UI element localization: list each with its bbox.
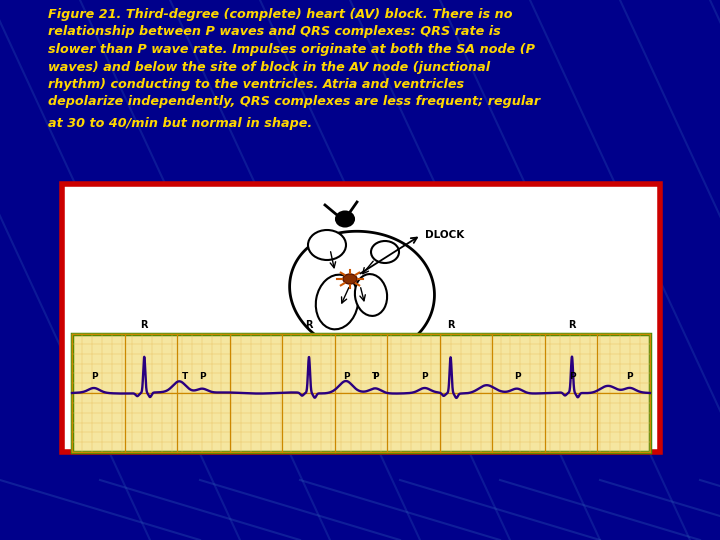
Text: DLOCK: DLOCK	[425, 230, 464, 240]
Text: R: R	[305, 320, 312, 330]
Text: P: P	[91, 372, 97, 381]
Text: P: P	[514, 372, 521, 381]
Text: Figure 21. Third-degree (complete) heart (AV) block. There is no: Figure 21. Third-degree (complete) heart…	[48, 8, 513, 21]
Text: depolarize independently, QRS complexes are less frequent; regular: depolarize independently, QRS complexes …	[48, 96, 540, 109]
Text: slower than P wave rate. Impulses originate at both the SA node (P: slower than P wave rate. Impulses origin…	[48, 43, 535, 56]
Ellipse shape	[308, 230, 346, 260]
Text: T: T	[372, 372, 379, 381]
Text: P: P	[421, 372, 428, 381]
Text: R: R	[140, 320, 148, 330]
Text: P: P	[343, 372, 350, 381]
Text: waves) and below the site of block in the AV node (junctional: waves) and below the site of block in th…	[48, 60, 490, 73]
Text: rhythm) conducting to the ventricles. Atria and ventricles: rhythm) conducting to the ventricles. At…	[48, 78, 464, 91]
Text: relationship between P waves and QRS complexes: QRS rate is: relationship between P waves and QRS com…	[48, 25, 500, 38]
Text: R: R	[568, 320, 576, 330]
Ellipse shape	[355, 274, 387, 316]
Ellipse shape	[316, 275, 359, 329]
Ellipse shape	[371, 241, 399, 263]
Text: P: P	[199, 372, 205, 381]
Bar	[72, 334, 650, 452]
Text: P: P	[372, 372, 379, 381]
Polygon shape	[289, 231, 434, 354]
Text: P: P	[569, 372, 575, 381]
Bar	[62, 184, 660, 452]
Text: at 30 to 40/min but normal in shape.: at 30 to 40/min but normal in shape.	[48, 117, 312, 130]
Text: P: P	[626, 372, 633, 381]
Ellipse shape	[343, 274, 357, 284]
Text: T: T	[181, 372, 188, 381]
Ellipse shape	[336, 212, 354, 226]
Text: R: R	[447, 320, 454, 330]
